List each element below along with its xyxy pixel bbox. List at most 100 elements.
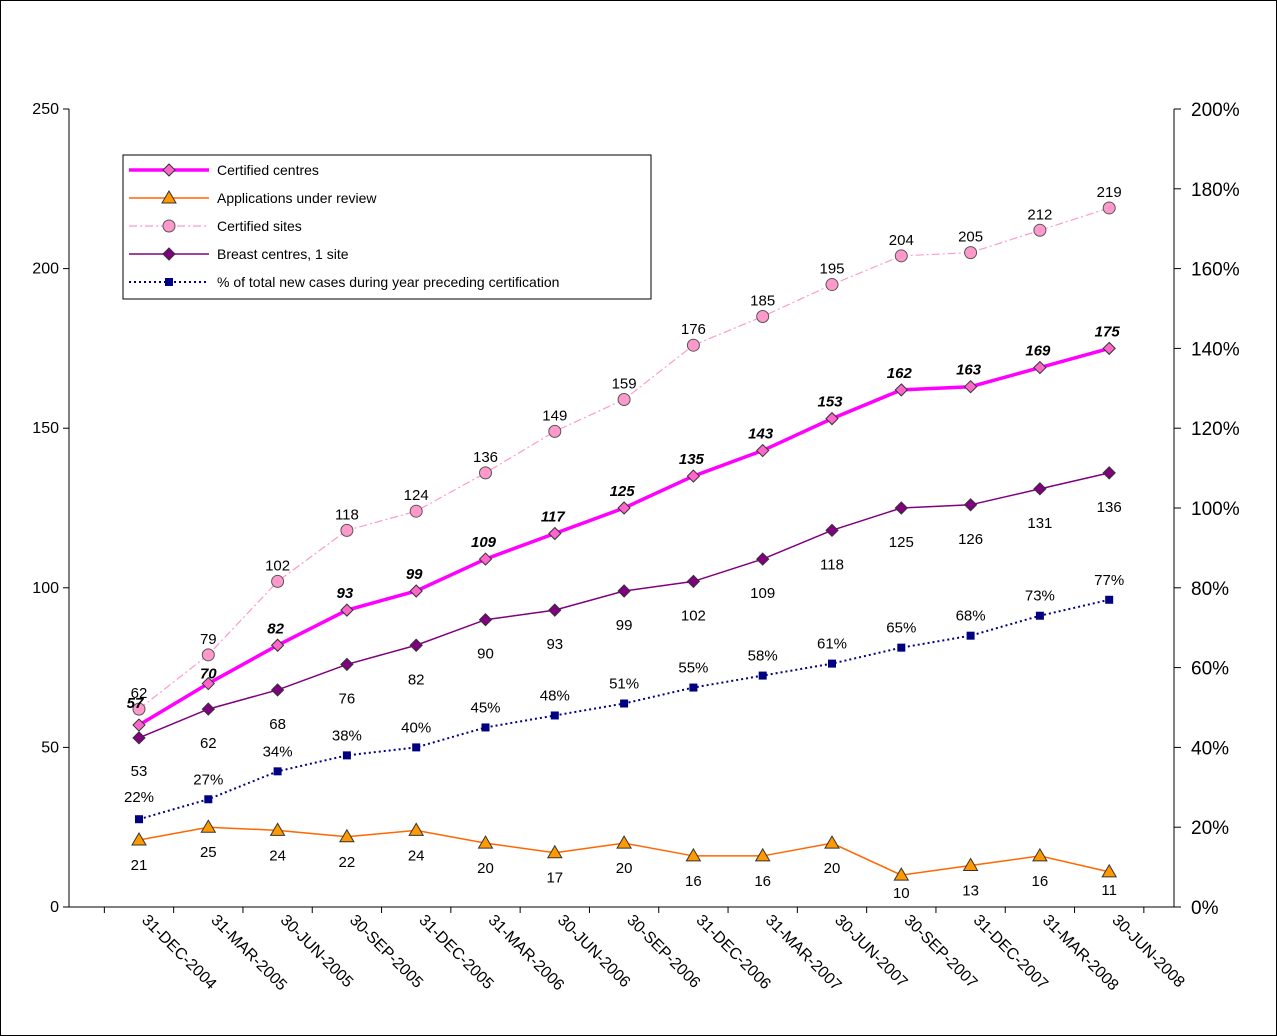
marker-applications-under-review bbox=[200, 819, 217, 833]
marker-certified-centres bbox=[478, 552, 493, 566]
marker-of-total-new-cases-during-year-preceding-certification bbox=[273, 767, 282, 776]
marker-applications-under-review bbox=[1101, 863, 1118, 878]
marker-certified-sites bbox=[132, 702, 146, 716]
marker-certified-sites bbox=[340, 523, 354, 537]
data-label-of-total-new-cases-during-year-preceding-certification: 27% bbox=[193, 771, 223, 788]
data-label-breast-centres-1-site: 118 bbox=[820, 556, 844, 573]
x-tick-label: 31-DEC-2004 bbox=[138, 912, 219, 993]
marker-applications-under-review bbox=[1032, 847, 1048, 862]
data-label-of-total-new-cases-during-year-preceding-certification: 77% bbox=[1094, 572, 1124, 589]
data-label-certified-sites: 212 bbox=[1027, 206, 1052, 223]
data-label-applications-under-review: 10 bbox=[893, 885, 910, 902]
right-tick-label: 120% bbox=[1191, 419, 1240, 440]
data-label-applications-under-review: 16 bbox=[685, 873, 702, 890]
right-tick-label: 160% bbox=[1191, 260, 1240, 281]
data-label-certified-centres: 57 bbox=[127, 695, 144, 712]
marker-applications-under-review bbox=[754, 847, 771, 862]
legend-label: % of total new cases during year precedi… bbox=[217, 274, 559, 290]
marker-of-total-new-cases-during-year-preceding-certification bbox=[620, 699, 629, 708]
left-tick-label: 150 bbox=[32, 420, 59, 437]
marker-of-total-new-cases-during-year-preceding-certification bbox=[966, 631, 975, 640]
right-tick-label: 100% bbox=[1191, 499, 1240, 520]
marker-certified-sites bbox=[409, 504, 423, 518]
data-label-certified-centres: 82 bbox=[267, 620, 284, 637]
marker-certified-centres bbox=[1102, 341, 1116, 356]
data-label-certified-centres: 169 bbox=[1025, 343, 1051, 360]
data-label-certified-sites: 219 bbox=[1097, 184, 1122, 201]
marker-breast-centres-1-site bbox=[617, 584, 631, 598]
data-label-of-total-new-cases-during-year-preceding-certification: 55% bbox=[678, 660, 708, 677]
marker-certified-centres bbox=[409, 584, 423, 598]
marker-of-total-new-cases-during-year-preceding-certification bbox=[204, 795, 213, 804]
left-tick-label: 50 bbox=[41, 739, 59, 756]
marker-certified-sites bbox=[201, 648, 215, 662]
data-label-certified-centres: 117 bbox=[541, 509, 566, 526]
x-tick-label: 30-JUN-2007 bbox=[831, 912, 910, 991]
legend-label: Certified centres bbox=[217, 162, 319, 178]
left-tick-label: 0 bbox=[50, 899, 59, 916]
marker-certified-centres bbox=[894, 383, 909, 397]
data-label-certified-centres: 143 bbox=[748, 426, 774, 443]
marker-applications-under-review bbox=[131, 831, 147, 846]
right-tick-label: 200% bbox=[1191, 100, 1240, 121]
data-label-applications-under-review: 16 bbox=[1032, 873, 1049, 890]
data-label-certified-centres: 109 bbox=[471, 534, 497, 551]
marker-applications-under-review bbox=[477, 835, 494, 849]
marker-certified-sites bbox=[825, 278, 839, 292]
legend-label: Breast centres, 1 site bbox=[217, 246, 349, 262]
marker-certified-centres bbox=[270, 638, 285, 652]
data-label-applications-under-review: 20 bbox=[616, 860, 633, 877]
marker-certified-sites bbox=[479, 466, 492, 480]
data-label-certified-sites: 176 bbox=[681, 321, 706, 338]
data-label-breast-centres-1-site: 125 bbox=[889, 534, 914, 551]
data-label-breast-centres-1-site: 102 bbox=[681, 607, 706, 624]
marker-certified-sites bbox=[686, 338, 700, 352]
marker-certified-sites bbox=[271, 574, 285, 588]
data-label-breast-centres-1-site: 76 bbox=[339, 690, 356, 707]
marker-breast-centres-1-site bbox=[1102, 466, 1116, 480]
data-label-breast-centres-1-site: 136 bbox=[1097, 499, 1122, 516]
marker-breast-centres-1-site bbox=[478, 613, 493, 627]
marker-of-total-new-cases-during-year-preceding-certification bbox=[689, 683, 698, 692]
data-label-of-total-new-cases-during-year-preceding-certification: 58% bbox=[748, 648, 778, 665]
left-tick-label: 250 bbox=[32, 101, 59, 118]
marker-certified-sites bbox=[756, 309, 770, 323]
series-markers bbox=[131, 201, 1118, 881]
data-label-of-total-new-cases-during-year-preceding-certification: 45% bbox=[470, 699, 500, 716]
marker-certified-centres bbox=[340, 603, 354, 617]
marker-certified-sites bbox=[617, 392, 631, 406]
right-tick-label: 40% bbox=[1191, 738, 1229, 759]
marker-certified-centres bbox=[132, 718, 146, 732]
data-label-of-total-new-cases-during-year-preceding-certification: 68% bbox=[956, 608, 986, 625]
data-label-applications-under-review: 21 bbox=[131, 857, 148, 874]
marker-breast-centres-1-site bbox=[686, 574, 701, 589]
data-label-breast-centres-1-site: 53 bbox=[131, 763, 148, 780]
data-label-certified-sites: 205 bbox=[958, 229, 983, 246]
right-tick-label: 80% bbox=[1191, 579, 1229, 600]
data-label-certified-centres: 162 bbox=[887, 365, 913, 382]
marker-applications-under-review bbox=[269, 822, 286, 836]
marker-breast-centres-1-site bbox=[132, 731, 146, 745]
data-label-certified-centres: 163 bbox=[956, 362, 982, 379]
data-label-applications-under-review: 22 bbox=[339, 854, 356, 871]
right-tick-label: 0% bbox=[1191, 898, 1219, 919]
marker-certified-centres bbox=[1033, 360, 1047, 375]
data-label-breast-centres-1-site: 82 bbox=[408, 671, 425, 688]
data-label-certified-centres: 175 bbox=[1095, 323, 1121, 340]
marker-certified-sites bbox=[1033, 223, 1047, 237]
marker-of-total-new-cases-during-year-preceding-certification bbox=[897, 643, 906, 652]
data-label-breast-centres-1-site: 131 bbox=[1027, 515, 1052, 532]
legend-swatch-marker bbox=[162, 247, 176, 261]
x-tick-label: 30-SEP-2007 bbox=[900, 912, 980, 992]
marker-breast-centres-1-site bbox=[825, 523, 839, 538]
marker-of-total-new-cases-during-year-preceding-certification bbox=[135, 815, 143, 824]
data-label-breast-centres-1-site: 126 bbox=[958, 531, 983, 548]
marker-breast-centres-1-site bbox=[963, 498, 978, 512]
data-label-breast-centres-1-site: 68 bbox=[269, 716, 286, 733]
data-label-certified-sites: 102 bbox=[265, 557, 290, 574]
legend-swatch-marker bbox=[162, 219, 176, 233]
right-tick-label: 140% bbox=[1191, 339, 1240, 360]
marker-applications-under-review bbox=[616, 835, 632, 849]
